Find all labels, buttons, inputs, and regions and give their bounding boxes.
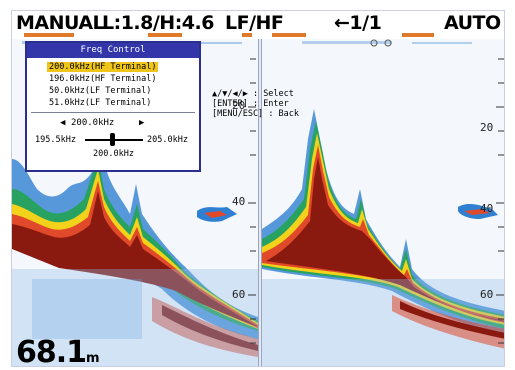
range-tick <box>24 33 74 37</box>
frequency-min-label: 195.5kHz <box>35 135 76 145</box>
depth-scale-label: 20 <box>232 99 246 112</box>
range-tick <box>402 33 434 37</box>
depth-scale-label: 60 <box>480 288 494 301</box>
panel-divider <box>258 39 262 366</box>
freq-control-dialog: Freq Control 200.0kHz(HF Terminal) 196.0… <box>25 41 201 172</box>
frequency-max-label: 205.0kHz <box>147 135 188 145</box>
depth-scale-label: 40 <box>232 195 246 208</box>
help-action: : Enter <box>252 99 289 109</box>
range-tick <box>148 33 182 37</box>
range-tick <box>272 33 306 37</box>
frequency-slider-knob[interactable] <box>109 133 115 146</box>
help-row-enter: [ENTER] : Enter <box>212 99 299 109</box>
echogram-right-panel: 20 40 60 <box>262 39 504 366</box>
depth-unit: m <box>86 351 100 366</box>
status-bar: MANUAL L:1.8/H:4.6 LF/HF ←1/1 AUTO <box>12 11 504 39</box>
help-action: : Select <box>252 89 294 99</box>
dialog-title: Freq Control <box>27 43 199 58</box>
frequency-pair-label: LF/HF <box>225 12 284 34</box>
page-number: 1/1 <box>349 12 382 34</box>
page-indicator: ←1/1 <box>334 12 382 34</box>
freq-option[interactable]: 51.0kHz(LF Terminal) <box>49 98 152 108</box>
depth-scale-label: 60 <box>232 288 246 301</box>
increase-arrow-icon[interactable]: ▶ <box>139 118 145 128</box>
echogram-left-image <box>12 39 258 366</box>
left-arrow-icon: ← <box>334 12 350 34</box>
range-tick <box>242 33 252 37</box>
echogram-right-image <box>262 39 504 366</box>
help-row-back: [MENU/ESC] : Back <box>212 109 299 119</box>
freq-option[interactable]: 200.0kHz(HF Terminal) <box>47 62 159 72</box>
range-label: L:1.8/H:4.6 <box>102 12 214 34</box>
key-help: ▲/▼/◀/▶ : Select [ENTER] : Enter [MENU/E… <box>212 89 299 119</box>
fish-finder-screen: MANUAL L:1.8/H:4.6 LF/HF ←1/1 AUTO <box>11 10 505 367</box>
help-keys: ▲/▼/◀/▶ <box>212 89 248 99</box>
freq-option[interactable]: 196.0kHz(HF Terminal) <box>49 74 157 84</box>
depth-readout: 68.1m <box>16 335 100 367</box>
help-keys: [MENU/ESC] <box>212 109 264 119</box>
dialog-divider <box>31 112 195 113</box>
help-keys: [ENTER] <box>212 99 248 109</box>
freq-option[interactable]: 50.0kHz(LF Terminal) <box>49 86 152 96</box>
mode-label: MANUAL <box>16 12 105 34</box>
echogram-left-panel: 20 40 60 <box>12 39 258 366</box>
depth-scale-label: 20 <box>480 121 494 134</box>
current-frequency: 200.0kHz <box>71 118 115 128</box>
depth-scale-label: 40 <box>480 202 494 215</box>
depth-value: 68.1 <box>16 335 87 367</box>
slider-value-label: 200.0kHz <box>93 149 134 159</box>
gain-mode-label: AUTO <box>444 12 501 34</box>
decrease-arrow-icon[interactable]: ◀ <box>60 118 66 128</box>
help-row-select: ▲/▼/◀/▶ : Select <box>212 89 299 99</box>
help-action: : Back <box>268 109 300 119</box>
